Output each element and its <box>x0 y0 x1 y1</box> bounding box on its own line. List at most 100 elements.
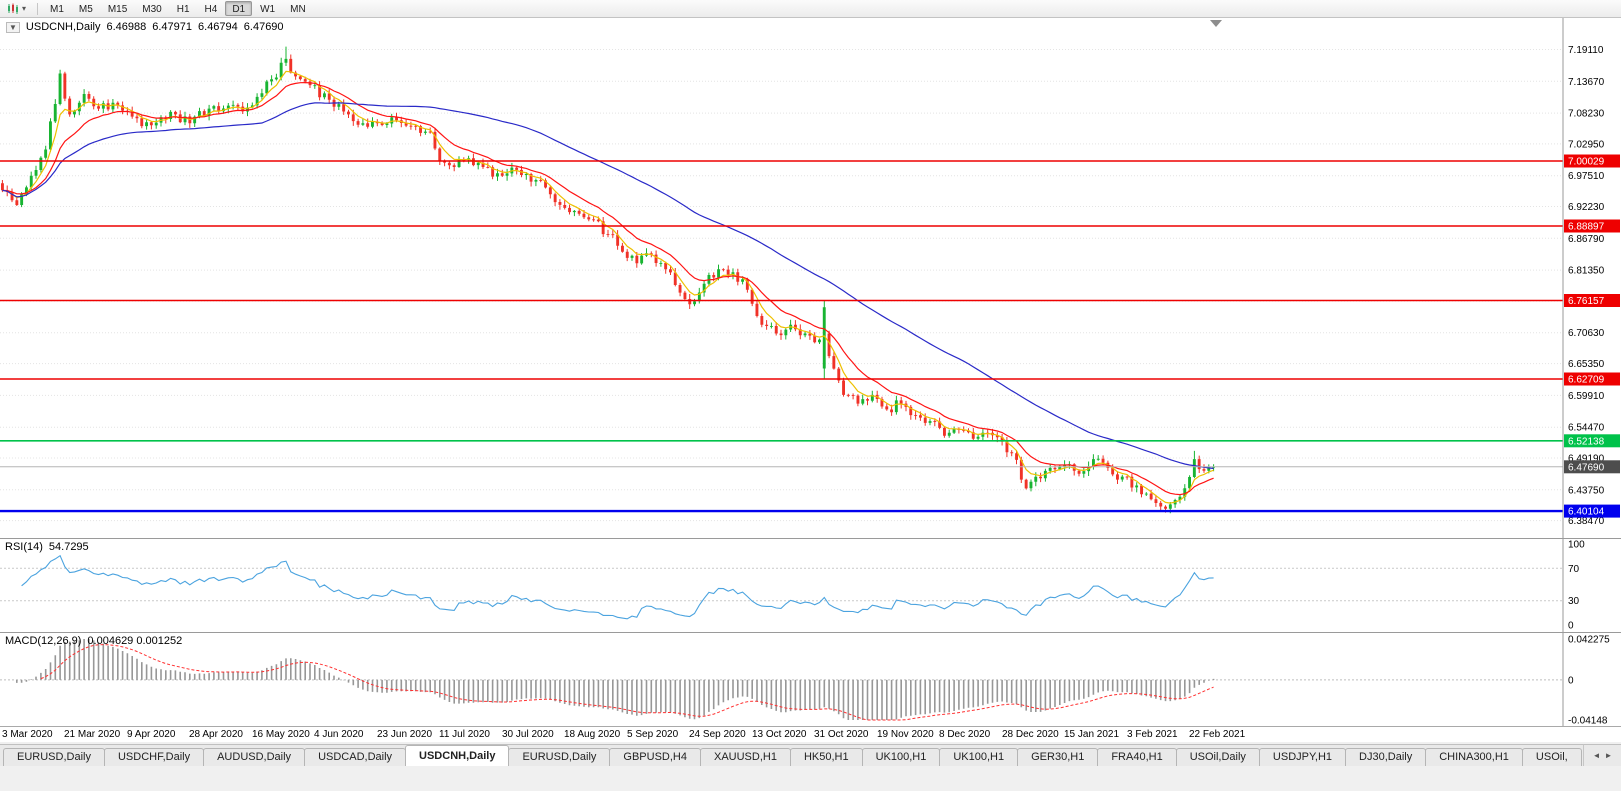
chart-tab-dj30-daily[interactable]: DJ30,Daily <box>1345 748 1427 766</box>
x-axis-label: 24 Sep 2020 <box>689 729 746 740</box>
chart-tab-eurusd-daily[interactable]: EURUSD,Daily <box>3 748 105 766</box>
chart-shift-marker-icon[interactable] <box>1210 20 1222 27</box>
svg-text:7.02950: 7.02950 <box>1568 139 1605 150</box>
chart-tab-hk50-h1[interactable]: HK50,H1 <box>789 748 863 766</box>
price-chart-svg[interactable]: 7.19110 7.13670 7.08230 7.02950 6.97510 6.922… <box>0 18 1621 726</box>
price-axis-badge: 6.40104 <box>1564 504 1620 518</box>
rsi-name: RSI(14) <box>5 541 43 553</box>
svg-text:6.38470: 6.38470 <box>1568 516 1605 527</box>
price-axis-badge: 6.52138 <box>1564 434 1620 448</box>
chart-background <box>0 18 1621 726</box>
svg-text:7.19110: 7.19110 <box>1568 45 1604 56</box>
svg-text:6.59910: 6.59910 <box>1568 391 1605 402</box>
collapse-chart-icon[interactable]: ▼ <box>6 21 20 33</box>
chart-tab-xauusd-h1[interactable]: XAUUSD,H1 <box>699 748 791 766</box>
chart-tab-gbpusd-h4[interactable]: GBPUSD,H4 <box>609 748 701 766</box>
rsi-line <box>21 554 1214 620</box>
price-axis-strip[interactable] <box>1564 18 1621 726</box>
x-axis-label: 13 Oct 2020 <box>752 729 807 740</box>
price-axis-badge: 6.47690 <box>1564 460 1620 474</box>
tab-scroll-left-icon[interactable]: ◄ <box>1592 751 1601 760</box>
svg-text:6.97510: 6.97510 <box>1568 171 1605 182</box>
chart-type-icon[interactable] <box>4 1 22 17</box>
ohlc-open-value: 6.46988 <box>106 21 147 33</box>
tab-scroll-controls: ◄ ► <box>1583 744 1621 766</box>
macd-name: MACD(12,26,9) <box>5 635 82 647</box>
timeframe-button-group: M1 M5 M15 M30 H1 H4 D1 W1 MN <box>43 1 314 16</box>
svg-text:6.76157: 6.76157 <box>1568 296 1605 307</box>
x-axis-label: 5 Sep 2020 <box>627 729 679 740</box>
x-axis-label: 3 Feb 2021 <box>1127 729 1178 740</box>
x-axis-label: 22 Feb 2021 <box>1189 729 1246 740</box>
x-axis-label: 28 Apr 2020 <box>189 729 243 740</box>
x-axis-label: 8 Dec 2020 <box>939 729 991 740</box>
svg-text:6.52138: 6.52138 <box>1568 436 1605 447</box>
chart-tab-usdchf-daily[interactable]: USDCHF,Daily <box>103 748 205 766</box>
timeframe-button-m30[interactable]: M30 <box>142 4 162 15</box>
macd-values: 0.004629 0.001252 <box>87 635 183 647</box>
rsi-value: 54.7295 <box>48 541 89 553</box>
chart-tab-usoil[interactable]: USOil, <box>1521 748 1582 766</box>
chart-workspace[interactable]: 7.19110 7.13670 7.08230 7.02950 6.97510 6.922… <box>0 18 1621 726</box>
svg-text:70: 70 <box>1568 564 1580 575</box>
x-axis-label: 16 May 2020 <box>252 729 310 740</box>
x-axis-label: 9 Apr 2020 <box>127 729 176 740</box>
x-axis-labels-row: 3 Mar 2020 21 Mar 2020 9 Apr 2020 28 Apr 20… <box>0 726 1621 742</box>
x-axis-label: 21 Mar 2020 <box>64 729 121 740</box>
x-axis-label: 31 Oct 2020 <box>814 729 869 740</box>
macd-indicator-label: MACD(12,26,9) 0.004629 0.001252 <box>5 635 182 647</box>
price-axis-badge: 7.00029 <box>1564 154 1620 168</box>
svg-text:7.08230: 7.08230 <box>1568 109 1605 120</box>
chart-type-dropdown-caret-icon[interactable]: ▾ <box>22 4 27 13</box>
timeframe-toolbar: ▾ M1 M5 M15 M30 H1 H4 D1 W1 MN <box>0 0 1621 18</box>
price-axis-ticks: 7.19110 7.13670 7.08230 7.02950 6.97510 6.922… <box>1568 45 1605 527</box>
svg-text:6.49190: 6.49190 <box>1568 454 1605 465</box>
timeframe-button-mn[interactable]: MN <box>290 4 306 15</box>
timeframe-button-h4[interactable]: H4 <box>204 4 218 15</box>
price-axis-badge: 6.88897 <box>1564 219 1620 233</box>
svg-text:6.92230: 6.92230 <box>1568 202 1605 213</box>
chart-header: ▼ USDCNH,Daily 6.46988 6.47971 6.46794 6… <box>6 21 284 33</box>
svg-text:0: 0 <box>1568 621 1574 632</box>
chart-tab-audusd-daily[interactable]: AUDUSD,Daily <box>203 748 306 766</box>
svg-text:6.40104: 6.40104 <box>1568 507 1605 518</box>
svg-text:6.62709: 6.62709 <box>1568 375 1605 386</box>
chart-tab-ger30-h1[interactable]: GER30,H1 <box>1017 748 1099 766</box>
ohlc-low-value: 6.46794 <box>198 21 238 33</box>
svg-text:6.88897: 6.88897 <box>1568 222 1605 233</box>
ma-slow-line <box>2 102 1214 470</box>
timeframe-button-m15[interactable]: M15 <box>107 4 128 15</box>
tab-scroll-right-icon[interactable]: ► <box>1604 751 1613 760</box>
timeframe-button-m5[interactable]: M5 <box>78 4 93 15</box>
chart-tab-eurusd-daily[interactable]: EURUSD,Daily <box>508 748 611 766</box>
svg-text:7.13670: 7.13670 <box>1568 77 1605 88</box>
chart-tab-usdcad-daily[interactable]: USDCAD,Daily <box>304 748 407 766</box>
svg-text:6.86790: 6.86790 <box>1568 234 1605 245</box>
chart-tab-uk100-h1[interactable]: UK100,H1 <box>939 748 1019 766</box>
x-axis-label: 23 Jun 2020 <box>377 729 433 740</box>
svg-text:6.65350: 6.65350 <box>1568 359 1605 370</box>
timeframe-button-m1[interactable]: M1 <box>50 4 64 15</box>
chart-tab-bar: EURUSD,Daily USDCHF,Daily AUDUSD,Daily USDC… <box>0 744 1621 766</box>
timeframe-button-w1[interactable]: W1 <box>260 4 276 15</box>
rsi-pane: 100 70 30 0 <box>0 540 1585 632</box>
chart-tab-fra40-h1[interactable]: FRA40,H1 <box>1097 748 1177 766</box>
chart-tab-usdcnh-daily[interactable]: USDCNH,Daily <box>405 745 510 766</box>
macd-signal-line <box>40 644 1214 721</box>
x-axis-label: 3 Mar 2020 <box>2 729 53 740</box>
chart-tab-usdjpy-h1[interactable]: USDJPY,H1 <box>1258 748 1347 766</box>
chart-tab-uk100-h1[interactable]: UK100,H1 <box>861 748 941 766</box>
chart-symbol-title: USDCNH,Daily <box>25 21 101 33</box>
horizontal-level-lines[interactable] <box>0 160 1563 513</box>
timeframe-button-d1[interactable]: D1 <box>225 1 253 16</box>
x-axis-label: 19 Nov 2020 <box>877 729 934 740</box>
svg-text:6.54470: 6.54470 <box>1568 423 1605 434</box>
svg-text:7.00029: 7.00029 <box>1568 157 1605 168</box>
x-axis-label: 28 Dec 2020 <box>1002 729 1059 740</box>
chart-tab-china300-h1[interactable]: CHINA300,H1 <box>1425 748 1523 766</box>
chart-tab-usoil-daily[interactable]: USOil,Daily <box>1175 748 1260 766</box>
svg-text:6.43750: 6.43750 <box>1568 485 1605 496</box>
timeframe-button-h1[interactable]: H1 <box>176 4 190 15</box>
svg-text:0.042275: 0.042275 <box>1568 635 1610 646</box>
